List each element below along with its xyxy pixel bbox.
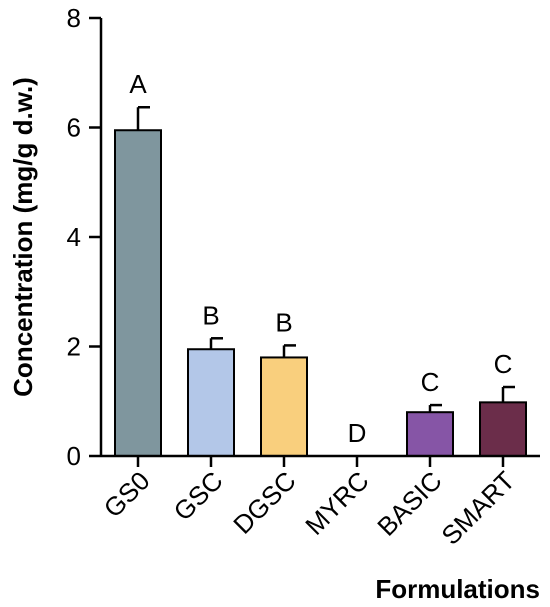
y-tick-label: 2 xyxy=(67,332,81,362)
significance-labels-layer: A B B D C C xyxy=(129,69,512,448)
bar-gsc xyxy=(187,348,235,457)
significance-label-gs0: A xyxy=(129,69,147,99)
x-axis-title: Formulations xyxy=(375,574,540,604)
y-tick-label: 4 xyxy=(67,222,81,252)
significance-label-myrc: D xyxy=(348,418,367,448)
y-tick-label: 8 xyxy=(67,3,81,33)
bars-layer xyxy=(114,129,527,458)
x-tick-label-myrc: MYRC xyxy=(299,465,374,540)
x-tick-label-gsc: GSC xyxy=(168,465,229,526)
significance-label-gsc: B xyxy=(202,300,219,330)
significance-label-basic: C xyxy=(421,367,440,397)
y-tick-label: 6 xyxy=(67,113,81,143)
bar-dgsc xyxy=(260,356,308,458)
y-axis-title: Concentration (mg/g d.w.) xyxy=(8,77,38,397)
y-tick-label: 0 xyxy=(67,441,81,471)
bar-gs0 xyxy=(114,129,162,458)
y-axis: 0 2 4 6 8 xyxy=(67,3,103,471)
x-tick-label-gs0: GS0 xyxy=(98,465,156,523)
x-tick-label-dgsc: DGSC xyxy=(227,465,301,539)
x-tick-label-smart: SMART xyxy=(435,465,520,550)
significance-label-dgsc: B xyxy=(275,307,292,337)
bar-basic xyxy=(406,411,454,458)
bar-smart xyxy=(479,401,527,457)
significance-label-smart: C xyxy=(494,349,513,379)
error-bars-layer xyxy=(136,105,515,413)
